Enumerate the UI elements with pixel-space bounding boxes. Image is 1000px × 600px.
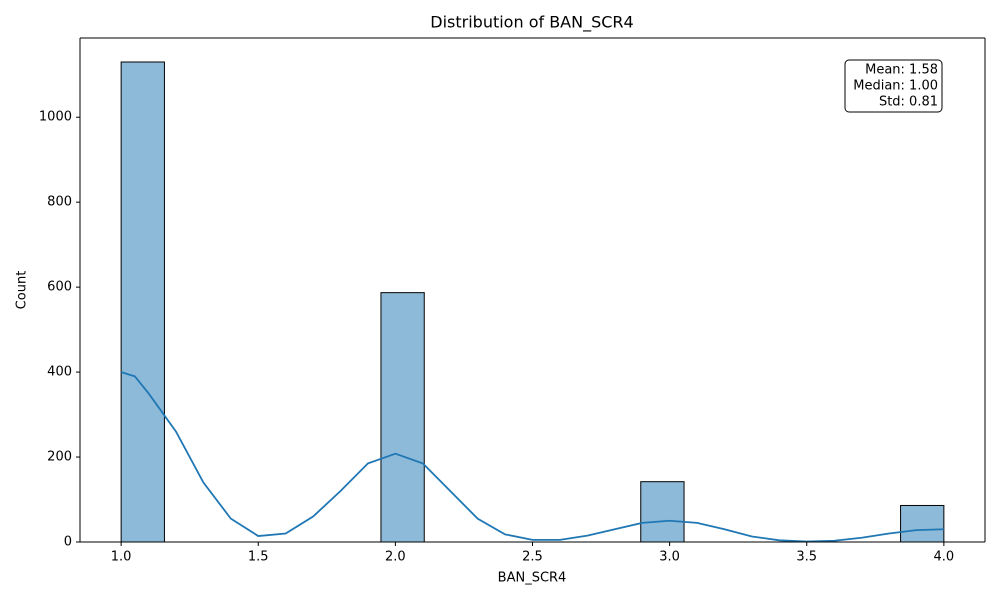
histogram-bar bbox=[380, 292, 425, 543]
x-tick-label: 4.0 bbox=[934, 550, 955, 565]
x-tick-label: 1.5 bbox=[248, 550, 269, 565]
y-tick-label: 1000 bbox=[39, 110, 72, 125]
y-tick-label: 800 bbox=[47, 195, 72, 210]
y-tick-label: 600 bbox=[47, 280, 72, 295]
stats-text: Std: 0.81 bbox=[879, 95, 938, 110]
x-tick-label: 3.5 bbox=[796, 550, 817, 565]
histogram-bar bbox=[640, 481, 685, 543]
chart-title: Distribution of BAN_SCR4 bbox=[430, 13, 633, 33]
y-tick-label: 400 bbox=[47, 365, 72, 380]
histogram-bar bbox=[120, 61, 165, 543]
stats-text: Mean: 1.58 bbox=[865, 63, 938, 78]
x-tick-label: 2.5 bbox=[522, 550, 543, 565]
y-tick-label: 0 bbox=[64, 535, 72, 550]
histogram-bar bbox=[900, 504, 945, 543]
stats-box bbox=[844, 59, 943, 113]
x-axis-label: BAN_SCR4 bbox=[498, 571, 567, 586]
y-tick-label: 200 bbox=[47, 450, 72, 465]
x-tick-label: 1.0 bbox=[111, 550, 132, 565]
x-tick-label: 2.0 bbox=[385, 550, 406, 565]
kde-line bbox=[120, 371, 944, 543]
stats-text: Median: 1.00 bbox=[853, 79, 938, 94]
x-tick-label: 3.0 bbox=[659, 550, 680, 565]
y-axis-label: Count bbox=[15, 271, 30, 310]
